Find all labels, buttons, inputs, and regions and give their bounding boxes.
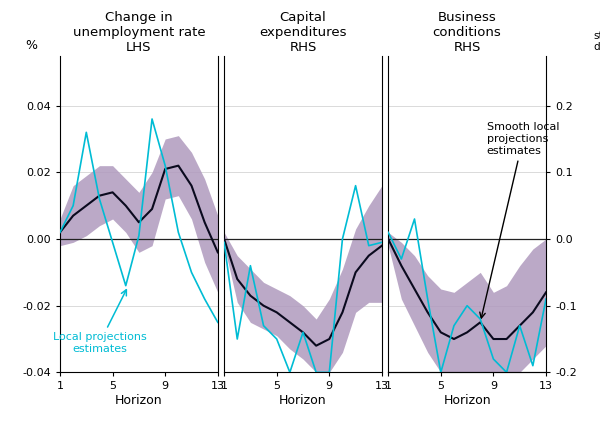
- Text: std
dev: std dev: [593, 31, 600, 53]
- Title: Change in
unemployment rate
LHS: Change in unemployment rate LHS: [73, 12, 205, 54]
- Title: Capital
expenditures
RHS: Capital expenditures RHS: [259, 12, 347, 54]
- Text: Local projections
estimates: Local projections estimates: [53, 290, 146, 354]
- Title: Business
conditions
RHS: Business conditions RHS: [433, 12, 502, 54]
- X-axis label: Horizon: Horizon: [115, 394, 163, 407]
- X-axis label: Horizon: Horizon: [279, 394, 327, 407]
- X-axis label: Horizon: Horizon: [443, 394, 491, 407]
- Text: Smooth local
projections
estimates: Smooth local projections estimates: [480, 122, 559, 318]
- Text: %: %: [25, 39, 37, 53]
